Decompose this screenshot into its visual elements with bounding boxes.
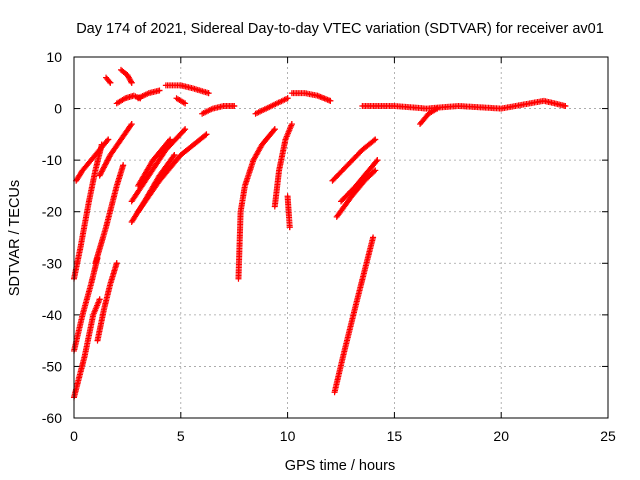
series-arc-1: [71, 141, 105, 282]
data-point: [373, 158, 380, 165]
x-tick-labels: 0 5 10 15 20 25: [70, 428, 616, 444]
y-tick-label: -20: [42, 204, 62, 220]
data-point: [127, 78, 134, 85]
data-point: [286, 224, 293, 231]
series-arc-23: [288, 90, 334, 104]
y-tick-label: -10: [42, 152, 62, 168]
series-arc-5: [94, 260, 120, 344]
series-arc-26: [338, 157, 381, 205]
series-arc-18: [199, 102, 238, 117]
y-tick-label: -30: [42, 255, 62, 271]
data-point: [270, 127, 277, 134]
data-point: [327, 97, 334, 104]
data-point: [113, 260, 120, 267]
data-point: [170, 153, 177, 160]
y-tick-label: -60: [42, 410, 62, 426]
x-axis-label: GPS time / hours: [285, 458, 395, 474]
data-point: [156, 87, 163, 94]
data-point: [271, 126, 278, 133]
series-arc-9: [117, 66, 135, 86]
series-arc-24: [331, 234, 377, 396]
series-arc-27: [333, 167, 379, 220]
data-point: [167, 136, 174, 143]
data-point: [96, 296, 103, 303]
data-point: [370, 234, 377, 241]
data-point: [284, 95, 291, 102]
series-arc-13: [135, 131, 210, 215]
y-axis-label: SDTVAR / TECUs: [7, 180, 23, 296]
series-arc-14: [135, 136, 174, 189]
y-tick-label: 10: [46, 49, 62, 65]
data-point: [372, 136, 379, 143]
data-point: [370, 137, 377, 144]
data-point: [202, 132, 209, 139]
data-point: [105, 136, 112, 143]
data-point: [171, 151, 178, 158]
data-point: [107, 79, 114, 86]
x-tick-label: 25: [600, 428, 616, 444]
chart-title: Day 174 of 2021, Sidereal Day-to-day VTE…: [76, 21, 604, 37]
series-arc-10: [113, 92, 144, 107]
data-points: [71, 66, 569, 401]
series-arc-20: [271, 121, 295, 210]
y-tick-label: -50: [42, 358, 62, 374]
data-point: [231, 102, 238, 109]
data-point: [562, 102, 569, 109]
data-point: [182, 126, 189, 133]
series-arc-21: [284, 193, 293, 231]
data-point: [104, 137, 111, 144]
data-point: [106, 78, 113, 85]
y-tick-label: -40: [42, 307, 62, 323]
data-point: [203, 131, 210, 138]
y-tick-label: 0: [54, 101, 62, 117]
data-point: [374, 157, 381, 164]
data-point: [127, 122, 134, 129]
data-point: [288, 121, 295, 128]
data-point: [128, 79, 135, 86]
series-arc-25: [329, 136, 379, 184]
data-point: [128, 121, 135, 128]
x-tick-label: 20: [493, 428, 509, 444]
series-arc-17: [173, 95, 189, 107]
data-point: [181, 127, 188, 134]
data-point: [434, 105, 441, 112]
series-arc-2: [71, 255, 101, 354]
data-point: [120, 162, 127, 169]
series-arc-22: [252, 95, 291, 117]
series-arc-28: [359, 97, 569, 112]
plot-frame: [73, 56, 609, 419]
series-arc-16: [162, 82, 212, 97]
data-point: [205, 90, 212, 97]
data-point: [370, 168, 377, 175]
data-point: [182, 100, 189, 107]
data-point: [372, 167, 379, 174]
data-point: [166, 137, 173, 144]
series-arc-4: [73, 136, 112, 184]
y-tick-labels: -60 -50 -40 -30 -20 -10 0 10: [42, 49, 62, 426]
series-arc-19: [235, 126, 278, 282]
x-tick-label: 0: [70, 428, 78, 444]
series-arc-8: [103, 74, 114, 86]
series-arc-15: [135, 87, 163, 102]
series-arc-12: [128, 126, 189, 205]
series-arc-7: [96, 121, 135, 179]
x-tick-label: 15: [387, 428, 403, 444]
x-tick-label: 5: [177, 428, 185, 444]
series-arc-6: [92, 162, 127, 267]
x-tick-label: 10: [280, 428, 296, 444]
series-arc-29: [417, 105, 441, 128]
